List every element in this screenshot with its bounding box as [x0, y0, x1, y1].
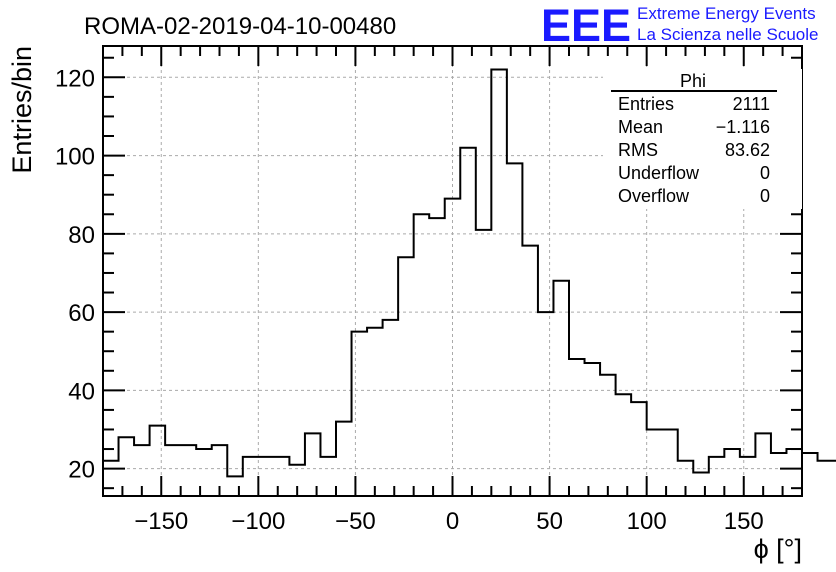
x-tick-label: −150	[134, 508, 188, 535]
x-tick-labels: −150 −100 −50 0 50 100 150	[134, 508, 764, 535]
y-tick-labels: 20 40 60 80 100 120	[55, 65, 95, 483]
stats-entries-value: 2111	[733, 94, 770, 114]
x-tick-label: 50	[536, 508, 563, 535]
histogram-series-phi	[103, 68, 836, 478]
stats-overflow-label: Overflow	[618, 186, 690, 206]
x-tick-label: −100	[231, 508, 285, 535]
chart-title: ROMA-02-2019-04-10-00480	[84, 13, 396, 40]
plot-frame	[102, 45, 803, 497]
x-tick-label: 100	[627, 508, 667, 535]
y-axis-label: Entries/bin	[7, 46, 37, 174]
stats-rms-label: RMS	[618, 140, 658, 160]
y-tick-label: 60	[68, 300, 95, 327]
x-tick-label: 0	[446, 508, 459, 535]
y-tick-label: 20	[68, 457, 95, 484]
eee-logo: EEE Extreme Energy Events La Scienza nel…	[541, 0, 818, 51]
stats-underflow-value: 0	[760, 163, 770, 183]
stats-mean-value: −1.116	[716, 117, 770, 137]
y-tick-label: 40	[68, 378, 95, 405]
y-tick-label: 100	[55, 144, 95, 171]
y-tick-label: 80	[68, 222, 95, 249]
x-tick-label: −50	[335, 508, 376, 535]
eee-logo-mark: EEE	[541, 0, 631, 51]
stats-box-title: Phi	[680, 71, 706, 91]
stats-entries-label: Entries	[618, 94, 674, 114]
logo-line-extreme-energy-events: Extreme Energy Events	[637, 4, 816, 23]
stats-box: Phi Entries 2111 Mean −1.116 RMS 83.62 U…	[603, 69, 802, 209]
x-axis-label: ϕ [°]	[754, 534, 802, 564]
grid-lines	[103, 46, 802, 496]
stats-mean-label: Mean	[618, 117, 663, 137]
stats-overflow-value: 0	[760, 186, 770, 206]
x-tick-label: 150	[724, 508, 764, 535]
stats-rms-value: 83.62	[725, 140, 770, 160]
y-tick-label: 120	[55, 65, 95, 92]
stats-underflow-label: Underflow	[618, 163, 700, 183]
logo-line-la-scienza: La Scienza nelle Scuole	[637, 25, 818, 44]
stats-box-background	[603, 69, 802, 209]
